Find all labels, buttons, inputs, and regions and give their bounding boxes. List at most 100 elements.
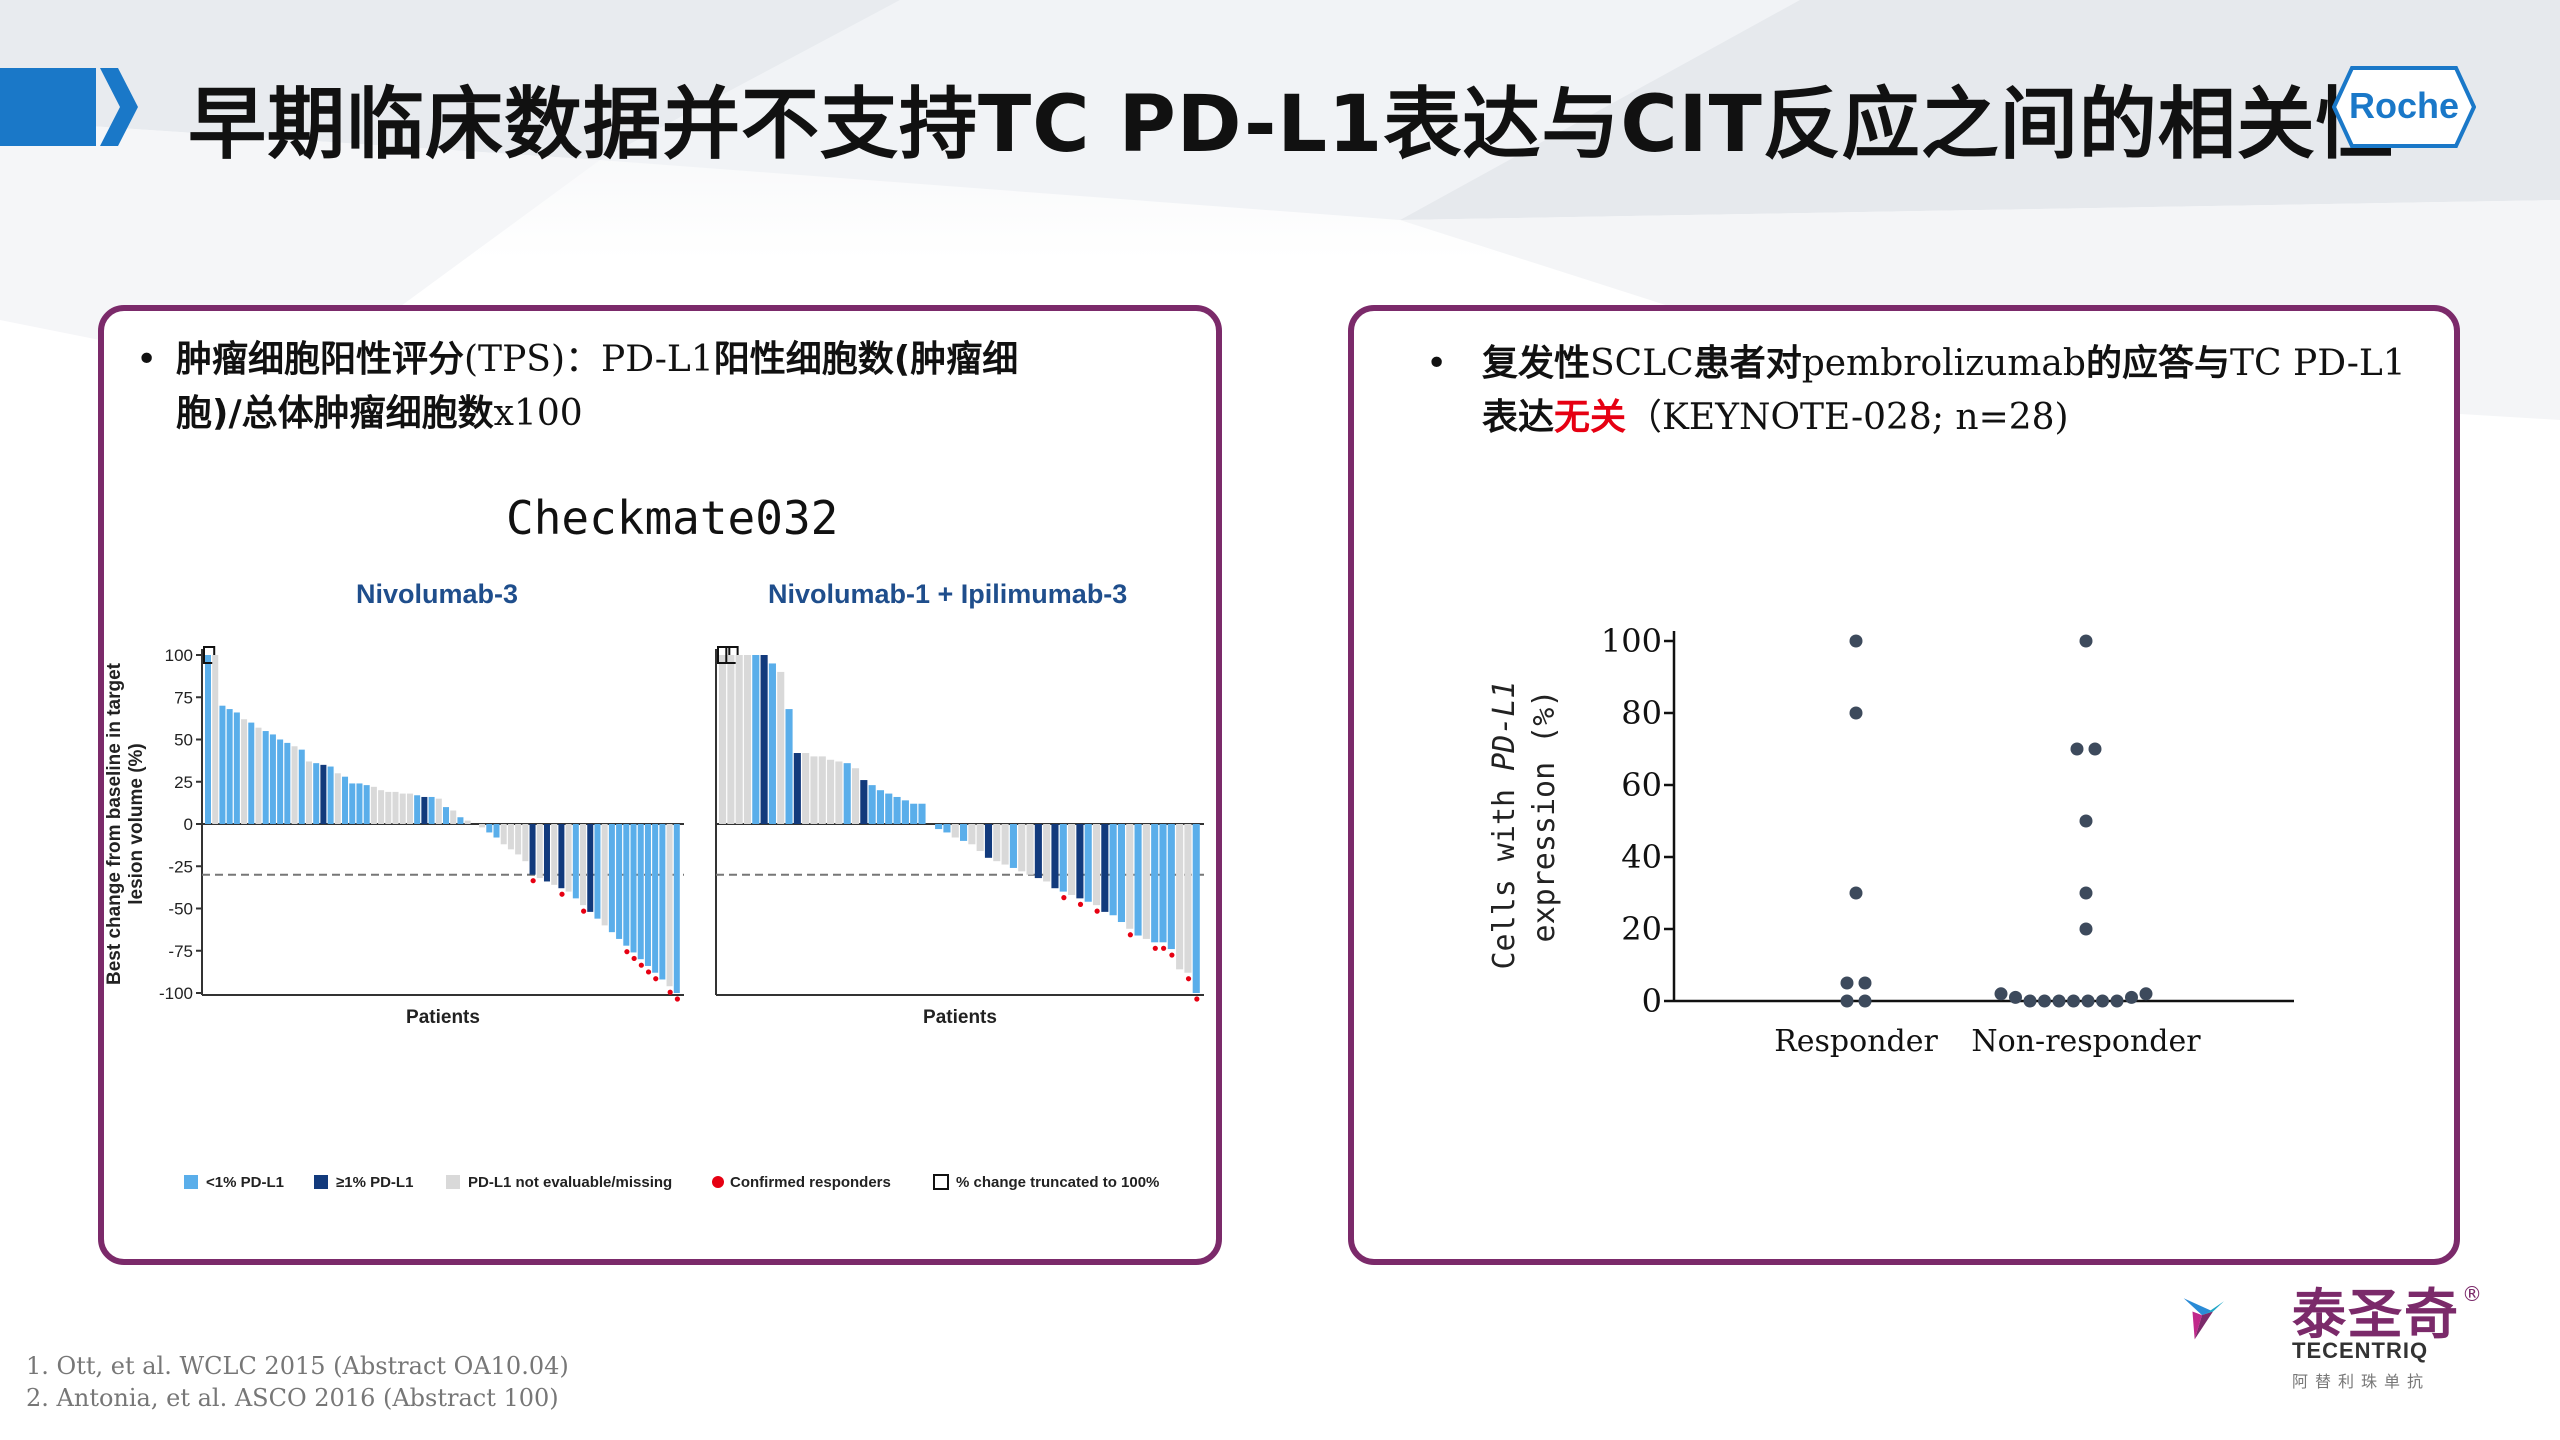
- waterfall-bar: [666, 824, 673, 987]
- waterfall-bar: [785, 709, 793, 824]
- waterfall-bar: [450, 810, 457, 824]
- scatter-category-label: Responder: [1774, 1024, 1938, 1059]
- scatter-y-tick-label: 20: [1621, 910, 1662, 948]
- scatter-point: [2079, 886, 2093, 900]
- waterfall-bar: [363, 785, 370, 824]
- bullet-text-d: pembrolizumab: [1801, 343, 2086, 384]
- waterfall-bar: [241, 719, 248, 824]
- waterfall-bar: [918, 803, 926, 824]
- waterfall-bar: [943, 824, 951, 833]
- waterfall-bar: [515, 824, 522, 855]
- bullet-text-d: 胞)/总体肿瘤细胞数: [176, 393, 494, 434]
- waterfall-bar: [616, 824, 623, 939]
- waterfall-y-label-line1: Best change from baseline in target: [104, 662, 125, 985]
- waterfall-bar: [594, 824, 601, 919]
- scatter-point: [2079, 634, 2093, 648]
- waterfall-bar: [1009, 824, 1017, 868]
- title-accent: [0, 68, 138, 146]
- legend-swatch-truncated: [933, 1174, 949, 1190]
- roche-logo-text: Roche: [2349, 85, 2459, 126]
- responder-marker: [1194, 996, 1200, 1002]
- waterfall-bar: [719, 655, 727, 824]
- waterfall-bar: [1109, 824, 1117, 916]
- chart-legend: <1% PD-L1 ≥1% PD-L1 PD-L1 not evaluable/…: [184, 1174, 1159, 1191]
- waterfall-bar: [529, 824, 536, 875]
- waterfall-bar: [968, 824, 976, 845]
- scatter-point: [1849, 634, 1863, 648]
- waterfall-y-tick-label: 100: [165, 646, 193, 665]
- waterfall-bar: [320, 764, 327, 824]
- scatter-axes: 0 20 40 60 80 100 Responder Non-responder: [1601, 622, 2294, 1059]
- waterfall-bar: [623, 824, 630, 946]
- waterfall-bar: [255, 727, 262, 824]
- bullet-text-g: 表达: [1482, 397, 1555, 438]
- waterfall-bar: [818, 756, 826, 824]
- waterfall-bar: [768, 663, 776, 824]
- waterfall-bar: [673, 824, 680, 993]
- waterfall-bar: [1018, 824, 1026, 872]
- waterfall-bar: [205, 655, 212, 824]
- scatter-y-label-a: Cells with: [1487, 771, 1522, 970]
- waterfall-bar: [421, 796, 428, 824]
- waterfall-bar: [637, 824, 644, 960]
- bullet-text-c: 阳性细胞数(肿瘤细: [713, 339, 1019, 380]
- scatter-y-tick-label: 80: [1621, 694, 1662, 732]
- waterfall-y-tick-label: 0: [184, 815, 193, 834]
- waterfall-bar: [1142, 824, 1150, 939]
- waterfall-bar: [935, 824, 943, 830]
- scatter-point: [1840, 976, 1854, 990]
- bullet-dot: •: [136, 339, 158, 380]
- scatter-point: [2139, 987, 2153, 1001]
- waterfall-bar: [219, 705, 226, 824]
- scatter-y-tick-label: 60: [1621, 766, 1662, 804]
- waterfall-bar: [580, 824, 587, 906]
- waterfall-bar: [284, 742, 291, 824]
- waterfall-bar: [1084, 824, 1092, 902]
- responder-marker: [1169, 952, 1175, 958]
- legend-label-na: PD-L1 not evaluable/missing: [468, 1174, 672, 1191]
- waterfall-bar: [851, 768, 860, 824]
- responder-marker: [638, 962, 644, 968]
- responder-marker: [674, 996, 680, 1002]
- waterfall-bar: [277, 739, 284, 824]
- waterfall-bar: [760, 655, 768, 824]
- responder-marker: [624, 949, 630, 955]
- responder-marker: [653, 976, 659, 982]
- waterfall-bar: [960, 824, 968, 841]
- scatter-point: [2110, 994, 2124, 1008]
- waterfall-bar: [551, 824, 558, 885]
- waterfall-bar: [1151, 824, 1159, 943]
- footnote-2: 2. Antonia, et al. ASCO 2016 (Abstract 1…: [26, 1384, 559, 1412]
- waterfall-y-tick-label: -75: [168, 942, 193, 961]
- waterfall-bar: [1043, 824, 1051, 882]
- waterfall-bar: [342, 776, 349, 824]
- waterfall-bars-right: [717, 646, 1200, 1002]
- waterfall-bar: [543, 824, 550, 882]
- waterfall-bar: [644, 824, 651, 966]
- scatter-point: [2081, 994, 2095, 1008]
- waterfall-bar: [334, 773, 341, 824]
- waterfall-bar: [652, 824, 659, 973]
- roche-logo: Roche: [2332, 66, 2476, 148]
- waterfall-bar: [565, 824, 572, 892]
- waterfall-bar: [1117, 824, 1126, 923]
- waterfall-bar: [793, 753, 801, 824]
- waterfall-y-tick-label: 25: [174, 773, 193, 792]
- waterfall-bar: [601, 824, 608, 926]
- bullet-text-i: （KEYNOTE-028; n=28): [1626, 397, 2069, 438]
- waterfall-bar: [500, 824, 507, 845]
- waterfall-bar: [291, 746, 298, 824]
- responder-marker: [667, 989, 673, 995]
- waterfall-bar: [356, 783, 363, 824]
- scatter-point: [2038, 994, 2051, 1008]
- waterfall-y-label: Best change from baseline in targetlesio…: [104, 662, 147, 985]
- scatter-y-label-c: expression (%): [1527, 690, 1562, 943]
- waterfall-bar: [901, 800, 909, 824]
- waterfall-bar: [827, 759, 835, 824]
- waterfall-bar: [212, 655, 219, 824]
- waterfall-bar: [1026, 824, 1034, 875]
- waterfall-bar: [1159, 824, 1167, 943]
- scatter-point: [2067, 994, 2080, 1008]
- responder-marker: [631, 955, 637, 962]
- scatter-point: [2088, 742, 2102, 756]
